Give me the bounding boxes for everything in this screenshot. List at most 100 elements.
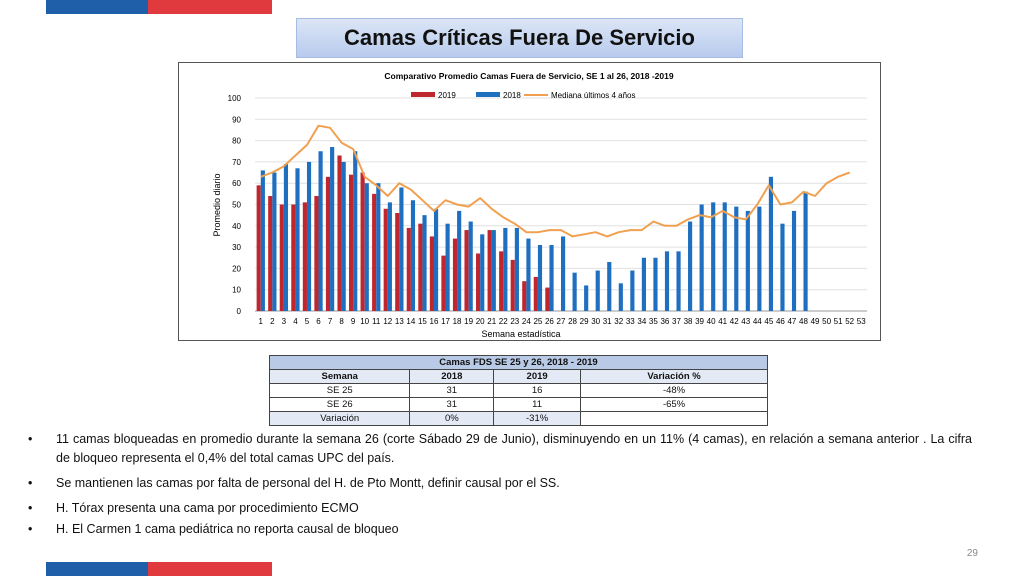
bar-2018 [503,227,508,311]
slide-title-box: Camas Críticas Fuera De Servicio [296,18,743,58]
x-tick-label: 49 [811,317,820,326]
x-tick-label: 5 [305,317,310,326]
bar-2018 [399,187,404,311]
bullet-list: • 11 camas bloqueadas en promedio durante… [28,430,972,545]
list-item-text: H. Tórax presenta una cama por procedimi… [56,501,359,515]
x-tick-label: 37 [672,317,681,326]
y-tick-label: 50 [232,201,241,210]
table-cell: 11 [493,397,582,412]
x-tick-label: 12 [383,317,392,326]
x-tick-label: 30 [591,317,600,326]
x-tick-label: 53 [857,317,866,326]
chart-legend: 2019 2018 Mediana últimos 4 años [411,91,636,100]
x-tick-label: 27 [557,317,566,326]
bar-2018 [376,183,381,311]
x-tick-label: 22 [499,317,508,326]
bar-2019 [372,193,377,311]
x-tick-label: 8 [339,317,344,326]
table-cell: -48% [580,383,768,398]
bar-2018 [722,202,727,311]
x-tick-label: 19 [464,317,473,326]
bar-2018 [260,170,265,311]
y-tick-label: 90 [232,115,241,124]
bottom-brand-bar-red [148,562,272,576]
x-tick-label: 15 [418,317,427,326]
bar-2019 [360,172,365,311]
bar-2018 [653,257,658,311]
x-tick-label: 52 [845,317,854,326]
bar-2018 [791,210,797,311]
bullet-icon: • [28,522,33,536]
bar-2018 [676,251,681,311]
bar-2019 [268,195,273,311]
x-tick-label: 17 [441,317,450,326]
bar-line-chart: Comparativo Promedio Camas Fuera de Serv… [212,71,867,339]
bar-2019 [476,253,481,311]
bar-2018 [433,208,439,311]
x-tick-label: 48 [799,317,808,326]
x-tick-label: 20 [476,317,485,326]
x-tick-label: 41 [718,317,727,326]
table-cell: -65% [580,397,768,412]
bar-2018 [526,238,531,311]
bar-2018 [688,221,693,311]
x-tick-label: 46 [776,317,785,326]
bar-2018 [780,223,785,311]
bar-2018 [699,204,704,311]
table-row: SE 26 31 11 -65% [268,397,768,412]
x-tick-label: 36 [660,317,669,326]
x-tick-label: 25 [533,317,542,326]
legend-label: 2019 [438,91,456,100]
list-item: • H. El Carmen 1 cama pediátrica no repor… [28,520,972,539]
x-tick-label: 24 [522,317,531,326]
x-tick-label: 45 [764,317,773,326]
bar-2019 [487,230,492,311]
table-cell: SE 25 [268,383,411,398]
bar-2018 [491,230,496,311]
x-tick-label: 43 [741,317,750,326]
summary-table: Camas FDS SE 25 y 26, 2018 - 2019 Semana… [268,355,768,426]
bar-2018 [318,151,323,311]
table-cell: 31 [409,383,495,398]
bar-2018 [630,270,635,311]
y-tick-label: 70 [232,158,241,167]
bar-2019 [325,176,331,311]
x-tick-label: 51 [834,317,843,326]
x-tick-label: 9 [351,317,356,326]
chart-bars [256,146,808,311]
legend-label: 2018 [503,91,521,100]
bar-2018 [387,202,392,311]
slide-title: Camas Críticas Fuera De Servicio [344,25,695,50]
bar-2018 [537,244,543,311]
table-cell: 31 [409,397,495,412]
bar-2018 [711,202,716,311]
table-cell: Variación [268,411,411,426]
y-tick-label: 40 [232,222,241,231]
x-tick-label: 11 [372,317,381,326]
list-item-text: 11 camas bloqueadas en promedio durante … [56,432,972,465]
chart-line [260,124,851,238]
table-cell: 0% [409,411,495,426]
list-item: • Se mantienen las camas por falta de per… [28,474,972,493]
list-item: • 11 camas bloqueadas en promedio durante… [28,430,972,468]
x-tick-label: 29 [580,317,589,326]
page-number: 29 [966,548,978,559]
bar-2018 [768,176,774,311]
bottom-brand-bar-blue [46,562,148,576]
bar-2018 [757,206,762,311]
x-tick-label: 40 [707,317,716,326]
bar-2018 [514,227,519,311]
bar-2018 [445,223,450,311]
bar-2019 [337,155,342,311]
x-tick-label: 1 [259,317,264,326]
x-tick-label: 32 [614,317,623,326]
bar-2019 [383,208,388,311]
bullet-icon: • [28,501,33,515]
bar-2019 [418,223,423,311]
table-row: SE 25 31 16 -48% [268,383,768,398]
x-tick-label: 16 [430,317,439,326]
x-tick-label: 18 [453,317,462,326]
x-tick-label: 35 [649,317,658,326]
table-cell: -31% [493,411,582,426]
list-item: • H. Tórax presenta una cama por procedim… [28,499,972,518]
